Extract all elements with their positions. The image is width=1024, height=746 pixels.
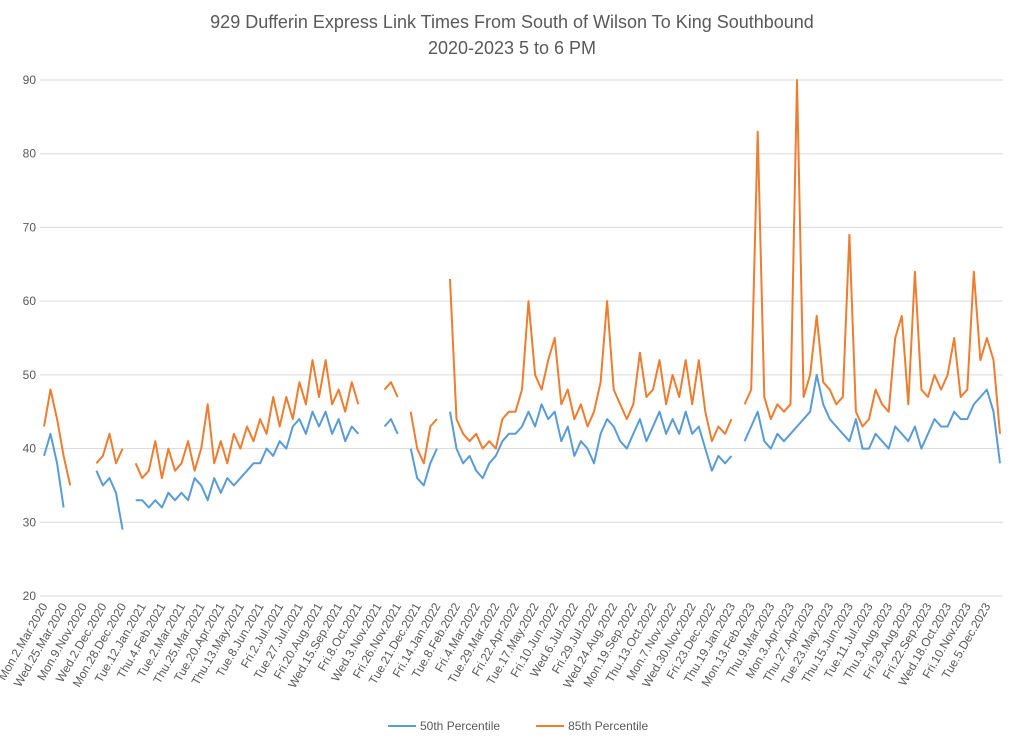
y-tick-label: 60	[23, 294, 37, 308]
chart-title: 929 Dufferin Express Link Times From Sou…	[210, 12, 814, 32]
legend-label: 50th Percentile	[420, 719, 500, 733]
plot-area	[43, 79, 1001, 530]
series-line	[43, 373, 1001, 530]
y-tick-label: 30	[23, 515, 37, 529]
chart-subtitle: 2020-2023 5 to 6 PM	[428, 38, 596, 58]
y-tick-label: 50	[23, 368, 37, 382]
y-tick-label: 80	[23, 147, 37, 161]
y-tick-label: 20	[23, 589, 37, 603]
y-tick-label: 40	[23, 442, 37, 456]
series-line	[43, 79, 1001, 486]
y-tick-label: 70	[23, 220, 37, 234]
legend-label: 85th Percentile	[568, 719, 648, 733]
y-tick-label: 90	[23, 73, 37, 87]
